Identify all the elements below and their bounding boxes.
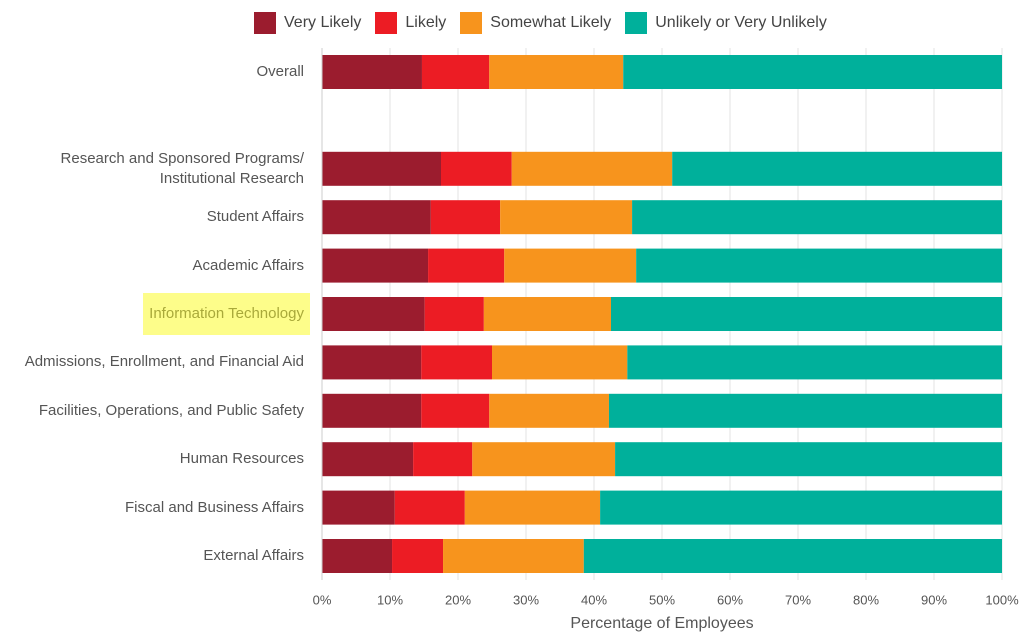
y-tick-label: External Affairs: [203, 547, 304, 564]
bar-segment: [322, 151, 441, 186]
bar-segment: [492, 345, 628, 380]
bar-segment: [500, 200, 633, 235]
bar-segment: [322, 539, 393, 573]
bar-segment: [511, 151, 673, 186]
bar-segment: [608, 393, 1002, 428]
bar-segment: [504, 248, 637, 283]
y-tick-label: Academic Affairs: [192, 256, 304, 274]
x-tick-label: 40%: [581, 592, 607, 607]
y-tick-label: Fiscal and Business Affairs: [125, 498, 304, 516]
bar-segment: [464, 490, 601, 525]
bar-segment: [611, 297, 1002, 331]
bar-segment: [489, 55, 624, 89]
x-tick-label: 0%: [313, 592, 332, 607]
bar-segment: [322, 55, 422, 89]
bar-segment: [583, 539, 1002, 573]
legend-swatch: [254, 12, 276, 34]
bar-segment: [392, 539, 444, 573]
x-tick-label: 20%: [445, 592, 471, 607]
x-tick-label: 70%: [785, 592, 811, 607]
bar-segment: [322, 490, 395, 525]
legend-label: Very Likely: [284, 14, 362, 31]
bar-segment: [421, 345, 492, 380]
legend-item: Unlikely or Very Unlikely: [625, 12, 827, 34]
legend: Very Likely Likely Somewhat Likely Unlikely…: [254, 12, 827, 34]
bar-segment: [627, 345, 1002, 380]
bar-segment: [428, 248, 505, 283]
y-tick-label: Facilities, Operations, and Public Safet…: [38, 401, 304, 419]
x-axis-title: Percentage of Employees: [570, 615, 753, 632]
bar-segment: [322, 297, 425, 331]
legend-label: Likely: [405, 14, 447, 31]
bar-segment: [483, 297, 611, 331]
legend-swatch: [460, 12, 483, 34]
y-tick-label: Admissions, Enrollment, and Financial Ai…: [24, 353, 304, 371]
y-tick-label: Research and Sponsored Programs/ Institu…: [60, 149, 304, 187]
x-tick-label: 60%: [717, 592, 743, 607]
y-tick-label: Human Resources: [179, 450, 304, 468]
bar-segment: [672, 151, 1002, 186]
y-tick-label: Student Affairs: [206, 208, 304, 226]
legend-label: Unlikely or Very Unlikely: [655, 14, 827, 31]
bar-segment: [421, 55, 490, 89]
bar-segment: [421, 393, 490, 428]
y-tick-label: Overall: [256, 63, 304, 80]
bar-segment: [322, 442, 414, 477]
legend-swatch: [625, 12, 648, 34]
bar-segment: [430, 200, 501, 235]
bar-segment: [322, 345, 422, 380]
y-tick-label: Information Technology: [143, 293, 310, 335]
bar-segment: [636, 248, 1002, 283]
x-tick-label: 90%: [921, 592, 947, 607]
x-tick-label: 10%: [377, 592, 403, 607]
bar-segment: [394, 490, 465, 525]
bar-segment: [322, 200, 431, 235]
bar-segment: [413, 442, 473, 477]
bar-segment: [472, 442, 616, 477]
legend-item: Likely: [375, 12, 446, 34]
bar-segment: [632, 200, 1002, 235]
bar-segment: [600, 490, 1002, 525]
x-tick-label: 30%: [513, 592, 539, 607]
x-tick-label: 100%: [985, 592, 1019, 607]
bar-segment: [322, 393, 422, 428]
bar-segment: [441, 151, 512, 186]
bar-segment: [322, 248, 429, 283]
legend-item: Very Likely: [254, 12, 361, 34]
legend-swatch: [375, 12, 398, 34]
legend-label: Somewhat Likely: [490, 14, 612, 31]
x-tick-label: 80%: [853, 592, 879, 607]
bar-segment: [623, 55, 1002, 89]
bar-segment: [489, 393, 609, 428]
bar-segment: [443, 539, 584, 573]
x-tick-label: 50%: [649, 592, 675, 607]
bar-segment: [615, 442, 1002, 477]
bar-segment: [424, 297, 484, 331]
legend-item: Somewhat Likely: [460, 12, 611, 34]
